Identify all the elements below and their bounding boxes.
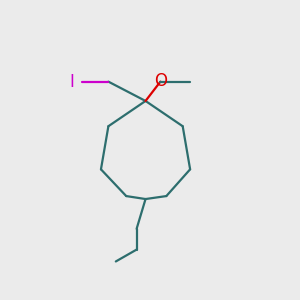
Text: I: I bbox=[69, 73, 74, 91]
Text: O: O bbox=[154, 72, 167, 90]
